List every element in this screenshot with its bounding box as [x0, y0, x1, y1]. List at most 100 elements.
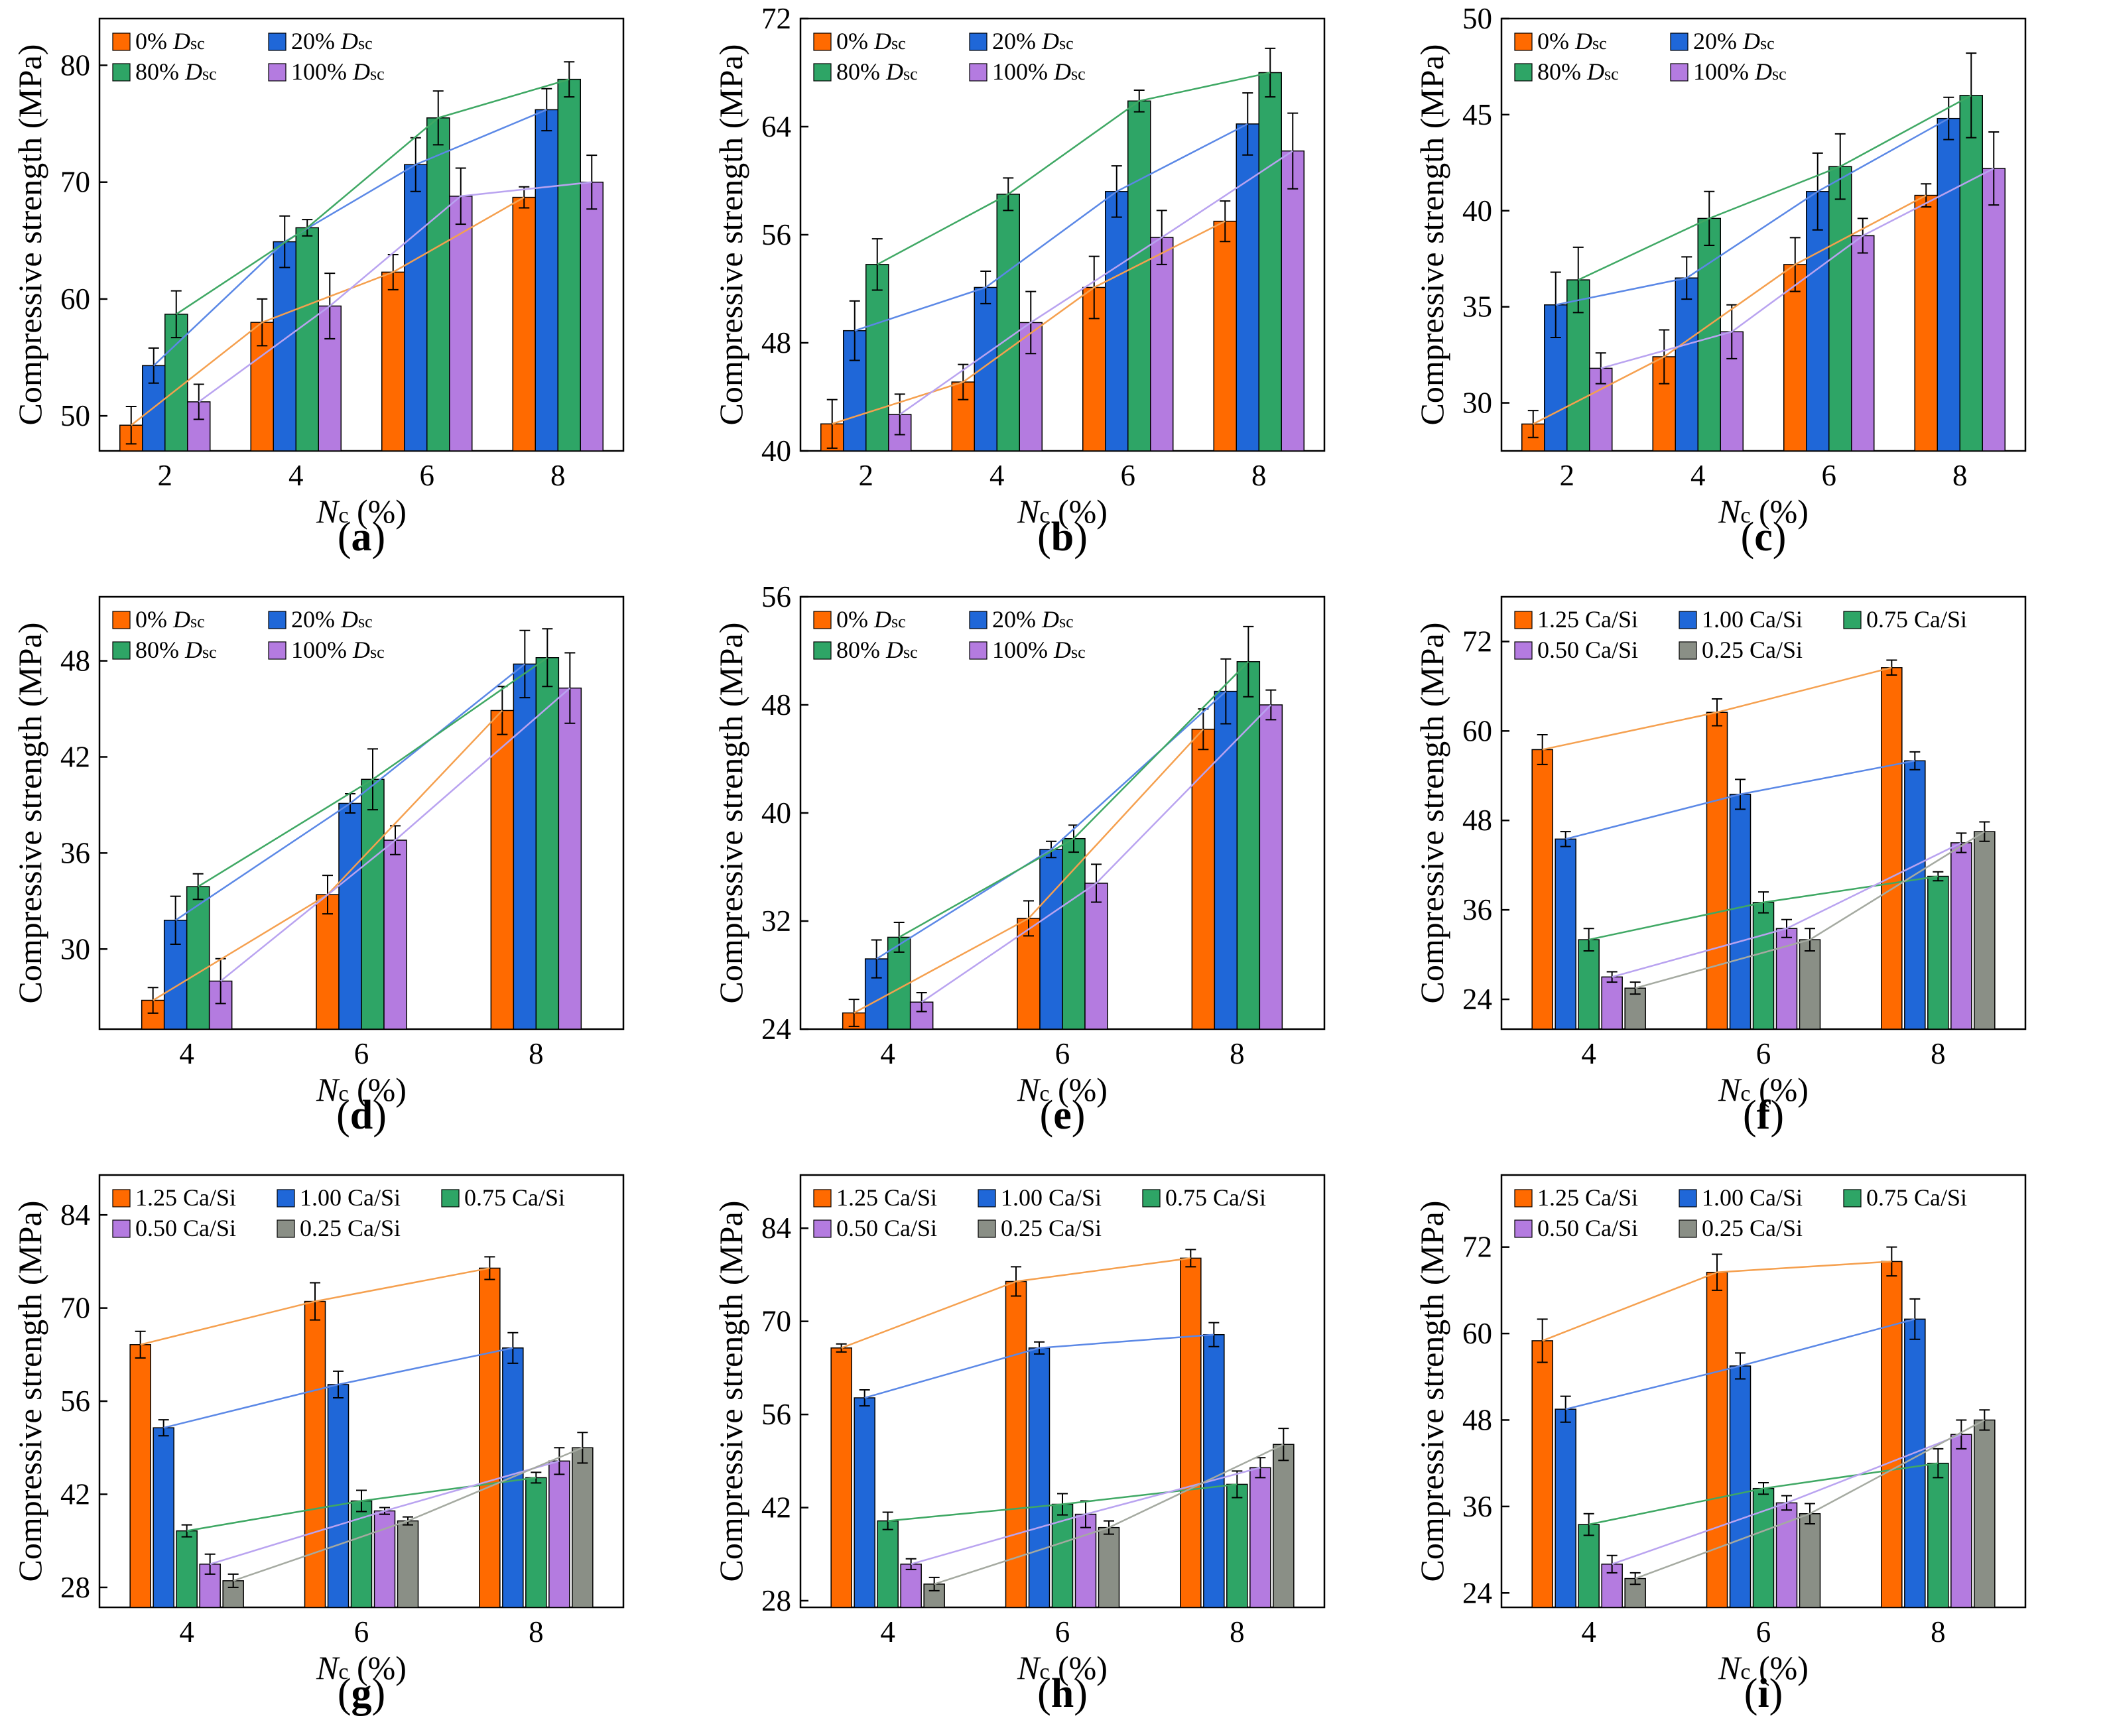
trend-line [130, 196, 525, 426]
legend-swatch [441, 1189, 460, 1208]
legend-label: 20% Dsc [1693, 28, 1775, 54]
bar [1806, 191, 1830, 452]
bar [1555, 838, 1576, 1030]
bar [1226, 1483, 1248, 1608]
error-bar [519, 186, 530, 209]
x-tick-label: 6 [1121, 459, 1136, 492]
legend-swatch [813, 611, 832, 629]
error-bar [148, 347, 159, 384]
legend-label: 20% Dsc [291, 606, 373, 633]
legend-label: 0.50 Ca/Si [1537, 637, 1638, 663]
bar [580, 181, 604, 452]
panel-e: 24 32 40 48 56 4 6 8 0% Dsc 20% Dsc 80% Dsc 100% Ds… [701, 578, 1402, 1156]
trend-line [1565, 1318, 1915, 1410]
legend-swatch [112, 641, 131, 660]
legend-label: 0.25 Ca/Si [1001, 1215, 1102, 1241]
x-tick-label: 4 [1690, 459, 1706, 492]
error-bar [586, 155, 598, 210]
bar [381, 271, 405, 452]
bar [316, 894, 340, 1030]
bar [512, 196, 536, 452]
y-axis-label: Compressive strength (MPa) [11, 623, 48, 1004]
x-axis-label: Nc (%) [316, 1071, 407, 1108]
legend-label: 0% Dsc [135, 606, 205, 633]
bar [397, 1520, 419, 1608]
bar [1259, 704, 1283, 1030]
x-axis-label: Nc (%) [1017, 1649, 1108, 1686]
legend-label: 0.25 Ca/Si [300, 1215, 401, 1241]
legend-label: 0.75 Ca/Si [1866, 1184, 1967, 1211]
panel-b: 40 48 56 64 72 2 4 6 8 0% Dsc 20% Dsc 80% Dsc 100% D… [701, 0, 1402, 578]
legend-label: 1.00 Ca/Si [1702, 1184, 1803, 1211]
x-tick-label: 2 [1560, 459, 1575, 492]
bar [273, 241, 296, 452]
trend-line [1612, 841, 1962, 978]
bar [1851, 235, 1875, 452]
y-tick-label: 30 [1462, 387, 1492, 420]
bar [361, 778, 385, 1030]
legend-label: 1.00 Ca/Si [1001, 1184, 1102, 1211]
x-tick-label: 2 [859, 459, 874, 492]
bar [304, 1300, 326, 1608]
y-tick-label: 84 [761, 1211, 791, 1245]
bar [557, 78, 581, 452]
bar [1775, 1502, 1798, 1608]
y-axis-label: Compressive strength (MPa) [1413, 44, 1450, 426]
bar [295, 227, 319, 452]
panel-label: (h) [1037, 1671, 1088, 1716]
legend-label: 100% Dsc [291, 58, 385, 85]
error-bar [193, 383, 204, 420]
trend-line [864, 1333, 1214, 1399]
x-axis-label: Nc (%) [1718, 1071, 1809, 1108]
y-axis-label: Compressive strength (MPa) [712, 44, 749, 426]
y-tick-label: 50 [1462, 2, 1492, 35]
bar [1531, 749, 1553, 1030]
y-axis-label: Compressive strength (MPa) [1413, 623, 1450, 1004]
bar [1601, 976, 1623, 1030]
trend-line [233, 1447, 583, 1582]
bar [153, 1427, 174, 1608]
x-tick-label: 8 [550, 459, 566, 492]
x-tick-label: 8 [1251, 459, 1267, 492]
bar [1950, 1434, 1972, 1608]
bar [1799, 1513, 1821, 1608]
legend-swatch [1514, 611, 1533, 629]
legend-label: 0.50 Ca/Si [1537, 1215, 1638, 1241]
y-tick-label: 28 [60, 1571, 90, 1604]
y-tick-label: 60 [1462, 1317, 1492, 1350]
trend-line [153, 109, 547, 367]
x-tick-label: 8 [1952, 459, 1968, 492]
error-bar [1988, 131, 2000, 206]
legend-label: 0% Dsc [836, 28, 906, 54]
panel-label: (f) [1743, 1093, 1784, 1138]
x-tick-label: 4 [1581, 1037, 1596, 1070]
y-tick-label: 30 [60, 932, 90, 965]
legend-swatch [277, 1189, 295, 1208]
legend-label: 80% Dsc [836, 637, 918, 663]
bar [877, 1520, 899, 1608]
error-bar [125, 406, 137, 445]
bar [426, 117, 450, 452]
bar [327, 1384, 350, 1608]
bar [535, 109, 558, 452]
x-tick-label: 4 [880, 1037, 895, 1070]
legend-label: 0.75 Ca/Si [1165, 1184, 1266, 1211]
bar [1084, 883, 1108, 1030]
x-tick-label: 2 [158, 459, 173, 492]
legend-label: 80% Dsc [135, 58, 217, 85]
panel-c: 30 35 40 45 50 2 4 6 8 0% Dsc 20% Dsc 80% Dsc 100% D… [1402, 0, 2103, 578]
bar [1074, 1513, 1097, 1608]
legend-label: 0.75 Ca/Si [1866, 606, 1967, 633]
legend-label: 0.25 Ca/Si [1702, 637, 1803, 663]
legend-swatch [268, 63, 287, 82]
bar [1214, 690, 1238, 1030]
chart-i: 24 36 48 60 72 4 6 8 1.25 Ca/Si 1.00 Ca/Si 0.75 Ca… [1413, 1174, 2027, 1716]
trend-line [174, 663, 526, 921]
bar [1974, 831, 1996, 1030]
x-axis-label: Nc (%) [1718, 493, 1809, 530]
bar [1203, 1333, 1225, 1608]
